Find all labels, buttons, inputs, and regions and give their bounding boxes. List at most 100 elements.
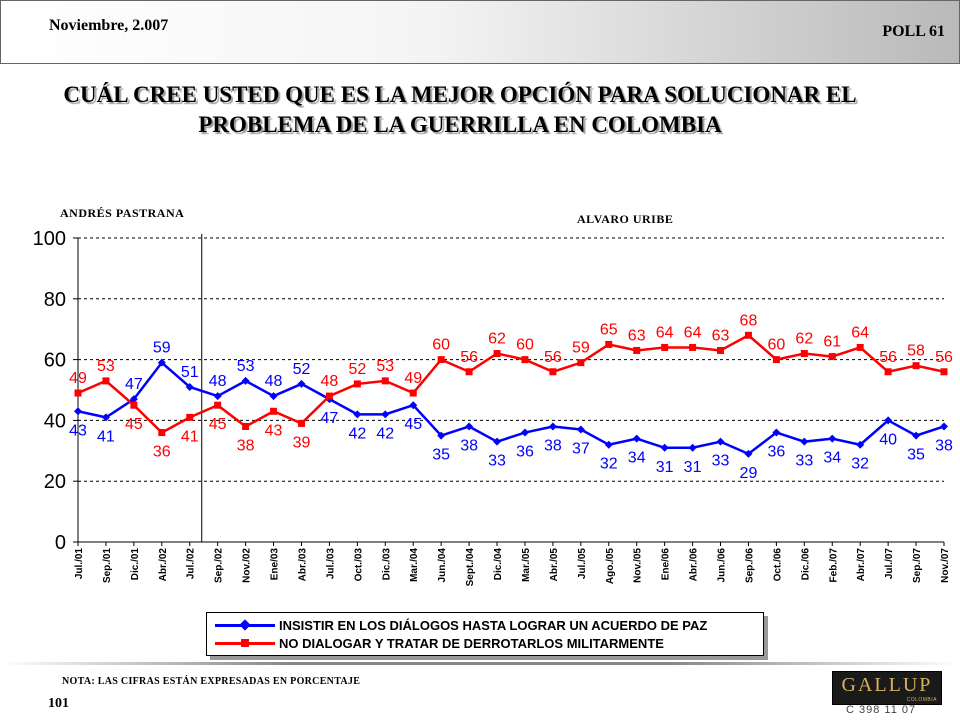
data-label: 51	[181, 364, 199, 381]
data-label: 31	[684, 459, 702, 476]
data-point-marker	[437, 356, 445, 364]
data-point-marker	[157, 358, 166, 367]
data-label: 62	[488, 331, 506, 348]
footer-divider	[0, 662, 960, 665]
data-point-marker	[632, 434, 641, 443]
data-label: 35	[907, 447, 925, 464]
data-label: 49	[404, 370, 422, 387]
footnote: NOTA: LAS CIFRAS ESTÁN EXPRESADAS EN POR…	[62, 676, 361, 687]
legend-swatch-dialogos	[215, 618, 275, 631]
x-tick-label: Jul./05	[577, 548, 588, 580]
data-label: 64	[851, 324, 869, 341]
y-tick-label: 100	[33, 228, 66, 250]
data-label: 29	[740, 465, 758, 482]
x-tick-label: Mar./05	[521, 548, 532, 582]
chart-legend: INSISTIR EN LOS DIÁLOGOS HASTA LOGRAR UN…	[206, 612, 764, 656]
x-tick-label: Sept./04	[465, 548, 476, 587]
logo-subtitle: COLOMBIA	[906, 697, 937, 703]
data-point-marker	[856, 343, 864, 351]
data-point-marker	[828, 353, 836, 361]
x-tick-label: Ene/03	[270, 548, 281, 581]
data-label: 64	[684, 324, 702, 341]
data-point-marker	[660, 443, 669, 452]
data-point-marker	[297, 379, 306, 388]
x-tick-label: Jul./03	[325, 548, 336, 580]
x-tick-label: Nov./02	[242, 548, 253, 583]
data-point-marker	[241, 376, 250, 385]
data-label: 39	[293, 434, 311, 451]
data-label: 53	[376, 358, 394, 375]
y-tick-label: 40	[44, 410, 66, 432]
data-label: 60	[767, 337, 785, 354]
data-point-marker	[689, 343, 697, 351]
legend-swatch-militar	[215, 638, 275, 647]
data-point-marker	[520, 428, 529, 437]
x-tick-label: Sep./02	[214, 548, 225, 583]
data-point-marker	[716, 437, 725, 446]
legend-label-dialogos: INSISTIR EN LOS DIÁLOGOS HASTA LOGRAR UN…	[279, 617, 708, 633]
data-point-marker	[158, 429, 166, 437]
x-tick-label: Nov./05	[633, 548, 644, 583]
x-tick-label: Abr./03	[297, 548, 308, 582]
x-tick-label: Jul./02	[186, 548, 197, 580]
data-point-marker	[186, 413, 194, 421]
data-label: 48	[209, 373, 227, 390]
data-point-marker	[437, 431, 446, 440]
data-point-marker	[717, 346, 725, 354]
data-label: 48	[321, 373, 339, 390]
x-tick-label: Jun./06	[717, 548, 728, 583]
data-point-marker	[493, 350, 501, 358]
data-point-marker	[884, 416, 893, 425]
x-tick-label: Dic./04	[493, 548, 504, 581]
data-point-marker	[912, 362, 920, 370]
data-point-marker	[800, 350, 808, 358]
data-point-marker	[409, 401, 418, 410]
series-line-0	[77, 360, 945, 456]
data-label: 64	[656, 324, 674, 341]
y-tick-label: 60	[44, 350, 66, 372]
data-label: 32	[600, 456, 618, 473]
poll-number: POLL 61	[882, 23, 945, 40]
data-point-marker	[940, 368, 948, 376]
data-label: 36	[153, 444, 171, 461]
data-label: 56	[879, 349, 897, 366]
data-label: 61	[823, 334, 841, 351]
data-label: 45	[125, 416, 143, 433]
data-point-marker	[214, 401, 222, 409]
data-label: 35	[432, 447, 450, 464]
data-point-marker	[270, 407, 278, 415]
data-point-marker	[661, 343, 669, 351]
data-label: 37	[572, 441, 590, 458]
x-tick-label: Ago./05	[605, 548, 616, 585]
y-tick-label: 80	[44, 289, 66, 311]
x-tick-label: Abr./07	[856, 548, 867, 582]
data-point-marker	[130, 401, 138, 409]
data-label: 63	[712, 327, 730, 344]
data-label: 34	[823, 450, 841, 467]
data-point-marker	[940, 422, 948, 431]
data-label: 52	[348, 361, 366, 378]
data-label: 34	[628, 450, 646, 467]
data-label: 38	[544, 437, 562, 454]
data-label: 56	[935, 349, 953, 366]
data-label: 58	[907, 343, 925, 360]
legend-item-militar: NO DIALOGAR Y TRATAR DE DERROTARLOS MILI…	[215, 634, 664, 652]
x-tick-label: Jul./01	[74, 548, 85, 580]
x-tick-label: Abr./05	[549, 548, 560, 582]
data-point-marker	[856, 440, 865, 449]
document-code: C 398 11 07	[846, 704, 917, 716]
data-point-marker	[353, 380, 361, 388]
data-point-marker	[381, 410, 390, 419]
x-tick-label: Dic./03	[381, 548, 392, 581]
data-point-marker	[772, 356, 780, 364]
x-tick-label: Oct./03	[353, 548, 364, 582]
data-point-marker	[101, 413, 110, 422]
data-point-marker	[549, 368, 557, 376]
y-tick-label: 20	[44, 471, 66, 493]
data-point-marker	[465, 422, 474, 431]
data-label: 38	[460, 437, 478, 454]
data-label: 33	[795, 453, 813, 470]
data-point-marker	[800, 437, 809, 446]
x-tick-label: Jun./04	[437, 548, 448, 583]
x-tick-label: Oct./06	[772, 548, 783, 582]
